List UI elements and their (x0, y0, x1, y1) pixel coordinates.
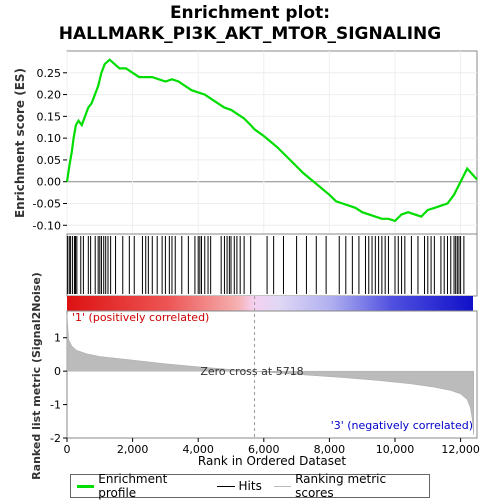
x-tick-label: 6,000 (248, 443, 280, 456)
rank-tick-label: 0 (54, 365, 61, 378)
es-tick-label: 0.20 (37, 89, 62, 102)
rank-tick-label: 1 (54, 332, 61, 345)
es-ylabel: Enrichment score (ES) (13, 68, 27, 218)
es-tick-label: -0.05 (33, 198, 61, 211)
legend-swatch-hits (216, 485, 235, 487)
legend-item-ranking: Ranking metric scores (273, 472, 423, 500)
x-axis-label: Rank in Ordered Dataset (198, 454, 346, 468)
positive-correlation-label: '1' (positively correlated) (72, 311, 209, 324)
chart-title-line2: HALLMARK_PI3K_AKT_MTOR_SIGNALING (59, 24, 441, 44)
es-tick-label: 0.10 (37, 132, 62, 145)
rank-y-ticks: 1 0 -1 -2 (50, 332, 67, 445)
hits-panel-frame (66, 233, 478, 297)
legend: Enrichment profile Hits Ranking metric s… (70, 472, 430, 500)
x-tick-label: 2,000 (117, 443, 149, 456)
chart-title-line1: Enrichment plot: (170, 3, 330, 23)
x-tick-label: 8,000 (314, 443, 346, 456)
es-tick-label: 0.00 (37, 176, 62, 189)
es-tick-label: 0.15 (37, 110, 62, 123)
legend-swatch-ranking (273, 485, 292, 487)
es-tick-label: 0.05 (37, 154, 62, 167)
hits-layer (67, 236, 465, 294)
legend-item-enrichment: Enrichment profile (77, 472, 205, 500)
ranked-metric-layer (66, 296, 474, 438)
es-tick-label: 0.25 (37, 67, 62, 80)
legend-label-ranking: Ranking metric scores (295, 472, 387, 500)
legend-swatch-enrichment (77, 484, 95, 488)
x-axis-ticks: 0 2,000 4,000 6,000 8,000 10,000 12,000 (64, 438, 480, 456)
x-tick-label: 10,000 (376, 443, 415, 456)
negative-correlation-label: '3' (negatively correlated) (331, 419, 473, 432)
x-tick-label: 12,000 (441, 443, 480, 456)
es-series-line (65, 58, 478, 223)
legend-item-hits: Hits (216, 479, 262, 493)
ranked-ylabel: Ranked list metric (Signal2Noise) (30, 272, 43, 480)
rank-tick-label: -1 (50, 399, 61, 412)
es-tick-label: -0.10 (33, 219, 61, 232)
es-gridlines (66, 51, 477, 234)
legend-label-hits: Hits (238, 479, 262, 493)
colorbar-rect (67, 296, 473, 311)
x-tick-label: 0 (64, 443, 71, 456)
es-line-layer (65, 58, 478, 223)
zero-cross-label: Zero cross at 5718 (200, 365, 303, 378)
x-tick-label: 4,000 (182, 443, 214, 456)
ranking-metric-area (66, 314, 474, 435)
es-y-ticks: 0.25 0.20 0.15 0.10 0.05 0.00 -0.05 -0.10 (33, 67, 67, 232)
rank-tick-label: -2 (50, 432, 61, 445)
legend-label-enrichment: Enrichment profile (98, 472, 168, 500)
rank-colorbar (67, 296, 473, 311)
